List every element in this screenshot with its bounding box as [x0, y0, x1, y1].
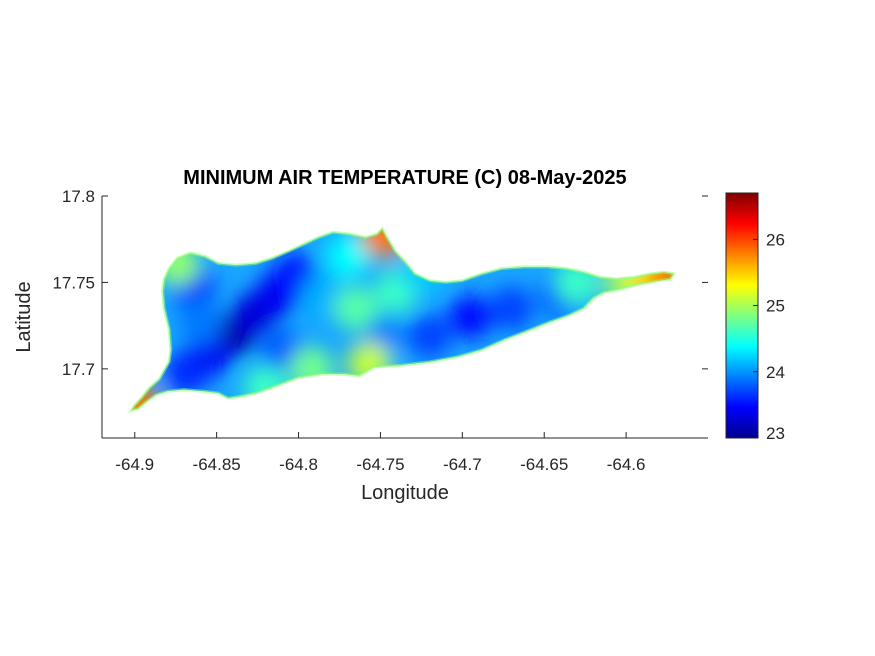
x-tick-label: -64.9 [115, 455, 154, 474]
x-axis-ticks: -64.9 -64.85 -64.8 -64.75 -64.7 -64.65 -64.6 [115, 432, 645, 474]
temperature-cell-5 [165, 350, 210, 395]
colorbar-tick-label: 24 [766, 363, 785, 382]
plot-area: -64.9 -64.85 -64.8 -64.75 -64.7 -64.65 -64.6 1… [52, 187, 708, 474]
x-axis-label: Longitude [361, 482, 449, 504]
x-tick-label: -64.6 [607, 455, 646, 474]
y-tick-label: 17.75 [52, 273, 95, 292]
x-tick-label: -64.85 [193, 455, 241, 474]
temperature-cell-9 [448, 295, 493, 339]
axes-frame [101, 196, 708, 439]
y-axis-ticks: 17.7 17.75 17.8 [52, 187, 708, 379]
temperature-cell-10 [489, 286, 534, 331]
y-tick-label: 17.7 [62, 360, 95, 379]
colorbar-gradient [725, 192, 759, 439]
temperature-cell-15 [333, 286, 378, 331]
y-axis-label: Latitude [13, 281, 35, 352]
temperature-cell-8 [407, 314, 452, 359]
x-tick-label: -64.8 [279, 455, 318, 474]
chart-title: MINIMUM AIR TEMPERATURE (C) 08-May-2025 [183, 167, 626, 189]
colorbar-ticks: 23 24 25 26 [753, 230, 785, 443]
x-tick-label: -64.7 [443, 455, 482, 474]
colorbar: 23 24 25 26 [725, 192, 785, 443]
coast-rim [128, 226, 677, 413]
x-tick-label: -64.65 [520, 455, 568, 474]
temperature-cell-14 [325, 234, 370, 279]
temperature-cell-27 [178, 300, 223, 345]
y-tick-label: 17.8 [62, 187, 95, 206]
colorbar-tick-label: 26 [766, 230, 785, 249]
colorbar-tick-label: 23 [766, 424, 785, 443]
x-tick-label: -64.75 [356, 455, 404, 474]
colorbar-tick-label: 25 [766, 297, 785, 316]
